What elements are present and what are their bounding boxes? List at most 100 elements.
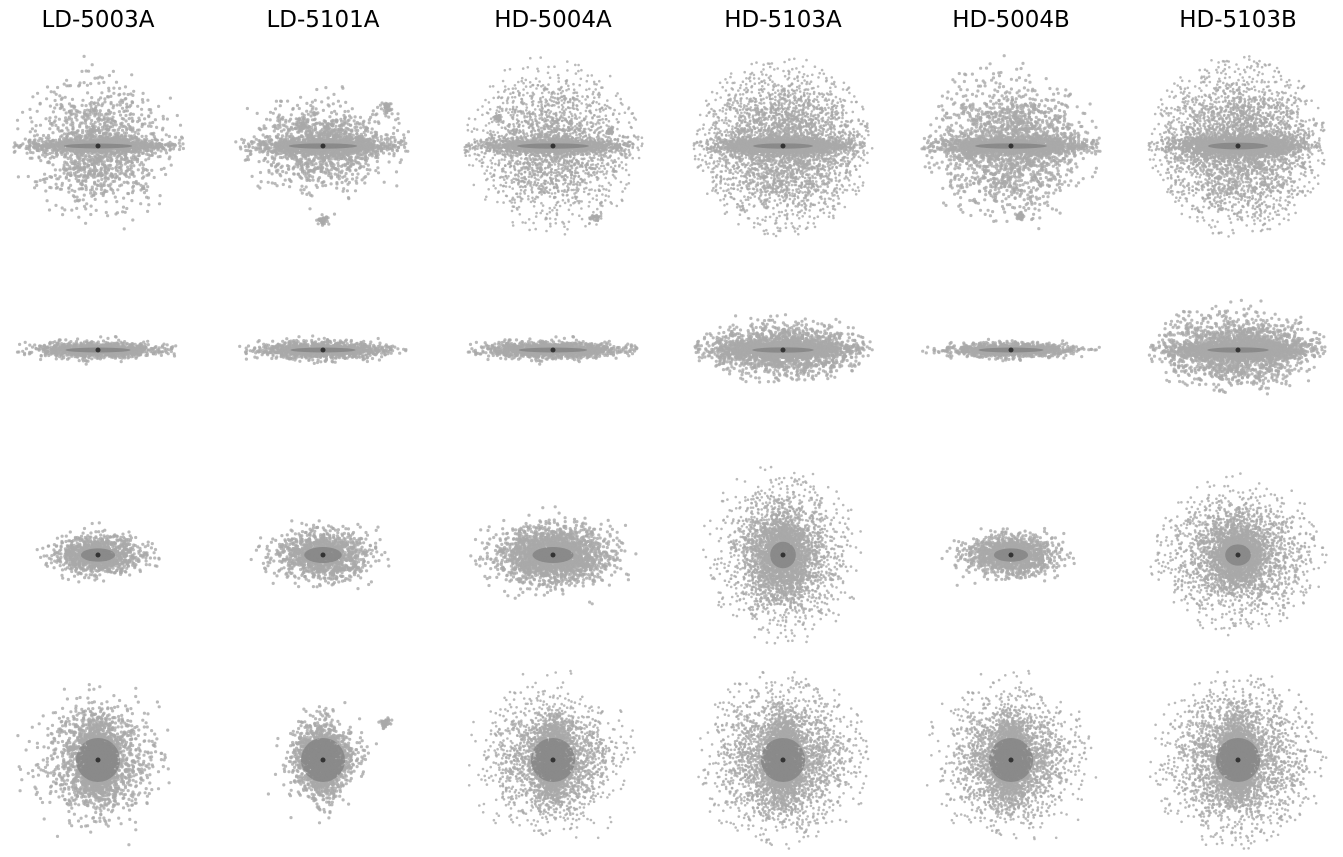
scatter-point [39, 159, 42, 162]
scatter-point [92, 127, 95, 130]
scatter-point [78, 187, 81, 190]
scatter-point [70, 105, 73, 108]
scatter-point [91, 186, 94, 189]
scatter-point [93, 114, 96, 117]
scatter-point [102, 81, 105, 84]
scatter-point [157, 155, 160, 158]
scatter-point [78, 81, 81, 84]
scatter-point [127, 123, 130, 126]
scatter-point [151, 139, 154, 142]
scatter-point [60, 146, 63, 149]
scatter-point [120, 134, 123, 137]
column-title: HD-5004B [952, 7, 1070, 33]
scatter-point [34, 141, 37, 144]
scatter-point [84, 122, 87, 125]
scatter-point [78, 168, 81, 171]
scatter-point [46, 85, 49, 88]
scatter-point [95, 187, 98, 190]
scatter-point [107, 177, 110, 180]
scatter-point [29, 151, 32, 154]
scatter-point [83, 81, 86, 84]
scatter-point [51, 131, 54, 134]
scatter-point [90, 195, 93, 198]
scatter-point [107, 89, 110, 92]
scatter-point [76, 110, 79, 113]
scatter-point [54, 116, 57, 119]
scatter-point [81, 187, 84, 190]
scatter-point [31, 127, 34, 130]
scatter-point [155, 139, 158, 142]
scatter-point [135, 147, 138, 150]
scatter-point [138, 163, 141, 166]
scatter-point [149, 111, 152, 114]
scatter-point [139, 202, 142, 205]
scatter-point [106, 124, 109, 127]
scatter-point [83, 166, 86, 169]
scatter-point [36, 110, 39, 113]
scatter-point [146, 210, 149, 213]
scatter-point [131, 161, 134, 164]
scatter-point [127, 159, 130, 162]
scatter-point [67, 187, 70, 190]
scatter-point [127, 192, 130, 195]
scatter-point [93, 181, 96, 184]
scatter-point [146, 169, 149, 172]
scatter-point [40, 144, 43, 147]
scatter-point [121, 157, 124, 160]
scatter-point [67, 118, 70, 121]
scatter-point [129, 113, 132, 116]
scatter-point [27, 175, 30, 178]
scatter-point [147, 203, 150, 206]
scatter-point [178, 139, 181, 142]
scatter-point [48, 186, 51, 189]
scatter-point [35, 184, 38, 187]
scatter-point [89, 82, 92, 85]
scatter-point [165, 151, 168, 154]
scatter-point [157, 105, 160, 108]
scatter-point [12, 146, 15, 149]
scatter-point [108, 185, 111, 188]
scatter-point [137, 168, 140, 171]
scatter-point [139, 184, 142, 187]
scatter-point [63, 83, 66, 86]
scatter-point [39, 358, 42, 361]
scatter-point [142, 152, 145, 155]
scatter-point [19, 144, 22, 147]
scatter-point [73, 172, 76, 175]
scatter-point [56, 186, 59, 189]
scatter-point [36, 92, 39, 95]
scatter-point [54, 204, 57, 207]
scatter-point [65, 111, 68, 114]
scatter-point [71, 98, 74, 101]
scatter-point [123, 181, 126, 184]
scatter-point [57, 126, 60, 129]
scatter-point [169, 97, 172, 100]
scatter-point [98, 115, 101, 118]
scatter-point [94, 111, 97, 114]
scatter-point [21, 111, 24, 114]
scatter-point [179, 145, 182, 148]
scatter-point [85, 125, 88, 128]
scatter-point [119, 103, 122, 106]
scatter-point [115, 160, 118, 163]
scatter-point [85, 69, 88, 72]
scatter-point [141, 98, 144, 101]
scatter-point [97, 103, 100, 106]
scatter-point [124, 211, 127, 214]
scatter-point [150, 169, 153, 172]
scatter-point [109, 125, 112, 128]
scatter-point [105, 200, 108, 203]
scatter-point [103, 184, 106, 187]
scatter-point [65, 177, 68, 180]
scatter-point [103, 166, 106, 169]
scatter-point [114, 335, 117, 338]
scatter-point [31, 95, 34, 98]
scatter-point [56, 86, 59, 89]
scatter-point [104, 176, 107, 179]
scatter-point [123, 92, 126, 95]
scatter-point [146, 99, 149, 102]
scatter-point [106, 159, 109, 162]
scatter-point [45, 97, 48, 100]
scatter-point [88, 155, 91, 158]
scatter-point [85, 137, 88, 140]
